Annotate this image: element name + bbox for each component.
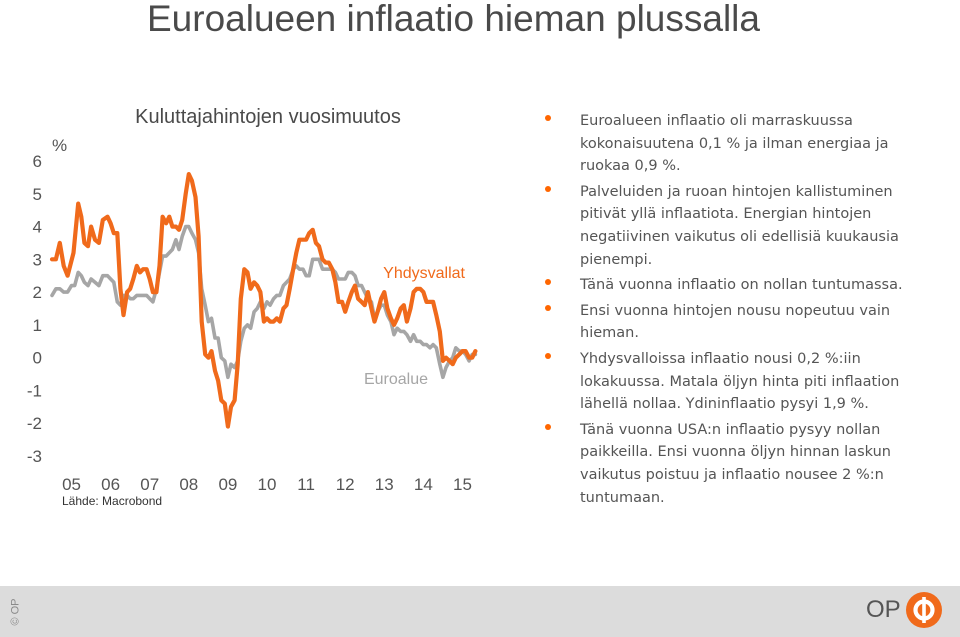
copyright: © OP — [4, 590, 28, 634]
bullet-item: Yhdysvalloissa inflaatio nousi 0,2 %:iin… — [545, 348, 940, 416]
x-tick-label: 14 — [414, 475, 433, 494]
y-tick-label: 5 — [33, 185, 42, 204]
y-axis: 6 5 4 3 2 1 0 -1 -2 -3 — [27, 152, 42, 466]
y-tick-label: 4 — [33, 218, 42, 237]
inflation-chart: Kuluttajahintojen vuosimuutos % 6543210-… — [27, 106, 478, 508]
y-tick-label: -1 — [27, 381, 42, 400]
logo-text: OP — [866, 596, 901, 623]
bullet-item: Tänä vuonna inflaatio on nollan tuntumas… — [545, 274, 940, 297]
x-tick-label: 08 — [179, 475, 198, 494]
x-tick-label: 07 — [140, 475, 159, 494]
x-tick-label: 05 — [62, 475, 81, 494]
op-logo: OP — [866, 589, 942, 631]
bullet-item: Palveluiden ja ruoan hintojen kallistumi… — [545, 181, 940, 271]
x-tick-label: 13 — [375, 475, 394, 494]
x-tick-label: 12 — [336, 475, 355, 494]
y-axis-unit: % — [52, 136, 67, 155]
y-tick-label: 3 — [33, 250, 42, 269]
bullet-list: Euroalueen inflaatio oli marraskuussa ko… — [545, 110, 940, 512]
y-tick-label: 2 — [33, 283, 42, 302]
x-axis: 05 06 07 08 09 10 11 12 13 14 15 — [62, 475, 472, 494]
copyright-text: © OP — [10, 598, 22, 626]
x-tick-label: 06 — [101, 475, 120, 494]
series-label-yhdysvallat: Yhdysvallat — [383, 265, 465, 282]
series-label-euroalue: Euroalue — [364, 371, 428, 388]
op-logo-icon — [905, 592, 942, 628]
bullet-item: Euroalueen inflaatio oli marraskuussa ko… — [545, 110, 940, 178]
y-tick-label: -2 — [27, 414, 42, 433]
page-title: Euroalueen inflaatio hieman plussalla — [147, 0, 760, 39]
x-tick-label: 09 — [218, 475, 237, 494]
x-tick-label: 10 — [258, 475, 277, 494]
y-tick-label: 0 — [33, 349, 42, 368]
y-tick-label: -3 — [27, 447, 42, 466]
footer-bar — [0, 586, 960, 637]
bullet-item: Tänä vuonna USA:n inflaatio pysyy nollan… — [545, 419, 940, 509]
chart-source: Lähde: Macrobond — [62, 494, 162, 508]
series-lines — [49, 172, 478, 429]
x-tick-label: 15 — [453, 475, 472, 494]
series-line-yhdysvallat — [49, 172, 478, 429]
y-tick-label: 6 — [33, 152, 42, 171]
chart-title: Kuluttajahintojen vuosimuutos — [135, 106, 401, 128]
bullet-item: Ensi vuonna hintojen nousu nopeutuu vain… — [545, 300, 940, 345]
y-tick-label: 1 — [33, 316, 42, 335]
x-tick-label: 11 — [297, 475, 315, 494]
